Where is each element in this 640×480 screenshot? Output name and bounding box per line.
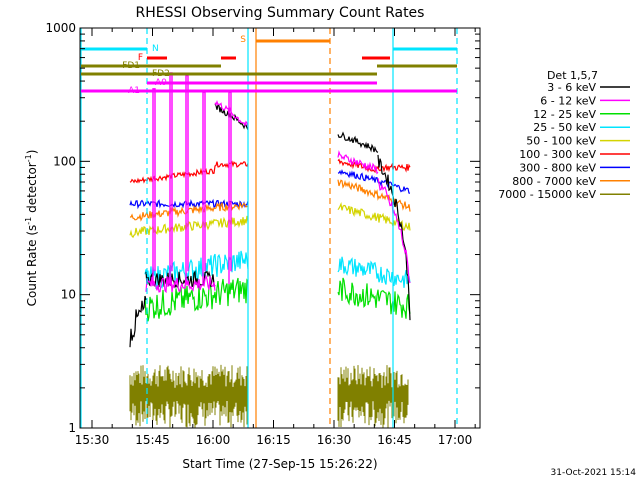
series-line [337, 158, 411, 174]
series-line [337, 256, 411, 288]
legend-title: Det 1,5,7 [547, 69, 598, 82]
y-tick-label: 1 [68, 421, 76, 435]
series-line [144, 277, 249, 322]
flag-label-f: F [138, 53, 143, 63]
legend-label: 25 - 50 keV [533, 121, 596, 134]
x-tick-label: 16:15 [256, 433, 291, 447]
series-line [377, 178, 411, 284]
x-tick-label: 16:00 [196, 433, 231, 447]
flag-label-s: S [240, 35, 246, 45]
y-axis-label: Count Rate (s-1 detector-1) [24, 150, 39, 307]
series-line [129, 295, 147, 348]
flag-label-a0: A0 [155, 78, 167, 88]
series-line [129, 364, 248, 428]
legend-label: 100 - 300 keV [519, 148, 596, 161]
legend-label: 12 - 25 keV [533, 108, 596, 121]
series-line [337, 277, 411, 319]
y-tick-label: 10 [61, 288, 76, 302]
series-line [337, 150, 379, 175]
series-line [337, 131, 379, 153]
legend-label: 50 - 100 keV [526, 135, 596, 148]
legend-label: 300 - 800 keV [519, 161, 596, 174]
series-line [337, 169, 411, 194]
x-tick-label: 15:30 [75, 433, 110, 447]
footer-date: 31-Oct-2021 15:14 [551, 468, 637, 478]
flag-label-n: N [152, 44, 159, 54]
y-tick-label: 100 [53, 154, 76, 168]
x-axis-label: Start Time (27-Sep-15 15:26:22) [182, 457, 377, 471]
x-tick-label: 16:45 [377, 433, 412, 447]
axis-layer: 15:30 15:45 16:00 16:15 16:30 16:45 17:00 1 10 10… [45, 21, 480, 447]
x-tick-label: 16:30 [317, 433, 352, 447]
series-spike [185, 74, 189, 285]
y-tick-label: 1000 [45, 21, 76, 35]
flag-label-fd1: FD1 [122, 61, 140, 71]
x-tick-label: 15:45 [135, 433, 170, 447]
legend-label: 3 - 6 keV [547, 81, 596, 94]
series-line [337, 179, 411, 212]
series-line [377, 154, 411, 321]
data-layer [129, 72, 411, 428]
x-tick-label: 17:00 [438, 433, 473, 447]
flag-label-a1: A1 [128, 86, 140, 96]
flag-label-fd2: FD2 [152, 69, 170, 79]
plot-frame [79, 27, 481, 429]
series-line [337, 201, 411, 232]
legend-label: 7000 - 15000 keV [498, 188, 596, 201]
chart-title: RHESSI Observing Summary Count Rates [136, 5, 425, 21]
series-line [145, 274, 216, 294]
series-spike [152, 88, 156, 285]
legend-label: 6 - 12 keV [540, 94, 596, 107]
legend-label: 800 - 7000 keV [512, 175, 596, 188]
